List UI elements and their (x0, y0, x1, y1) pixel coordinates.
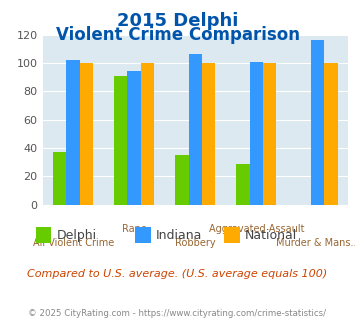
Text: National: National (245, 229, 297, 242)
Text: © 2025 CityRating.com - https://www.cityrating.com/crime-statistics/: © 2025 CityRating.com - https://www.city… (28, 309, 327, 317)
Bar (53, 152, 66, 205)
Text: Aggravated Assault: Aggravated Assault (208, 224, 304, 234)
Bar (311, 40, 324, 205)
Text: Robbery: Robbery (175, 238, 215, 248)
Text: Indiana: Indiana (156, 229, 203, 242)
Text: Murder & Mans...: Murder & Mans... (275, 238, 355, 248)
Text: All Violent Crime: All Violent Crime (33, 238, 114, 248)
Bar (263, 63, 277, 205)
Bar (114, 76, 127, 205)
Bar (250, 62, 263, 205)
Text: Rape: Rape (122, 224, 147, 234)
Text: Compared to U.S. average. (U.S. average equals 100): Compared to U.S. average. (U.S. average … (27, 269, 328, 279)
Text: Delphi: Delphi (57, 229, 97, 242)
Bar (324, 63, 338, 205)
Bar (175, 155, 189, 205)
Bar (66, 60, 80, 205)
Text: 2015 Delphi: 2015 Delphi (117, 12, 238, 30)
Bar (236, 164, 250, 205)
Bar (189, 54, 202, 205)
Bar (80, 63, 93, 205)
Bar (127, 72, 141, 205)
Bar (141, 63, 154, 205)
Bar (202, 63, 215, 205)
Text: Violent Crime Comparison: Violent Crime Comparison (55, 26, 300, 45)
